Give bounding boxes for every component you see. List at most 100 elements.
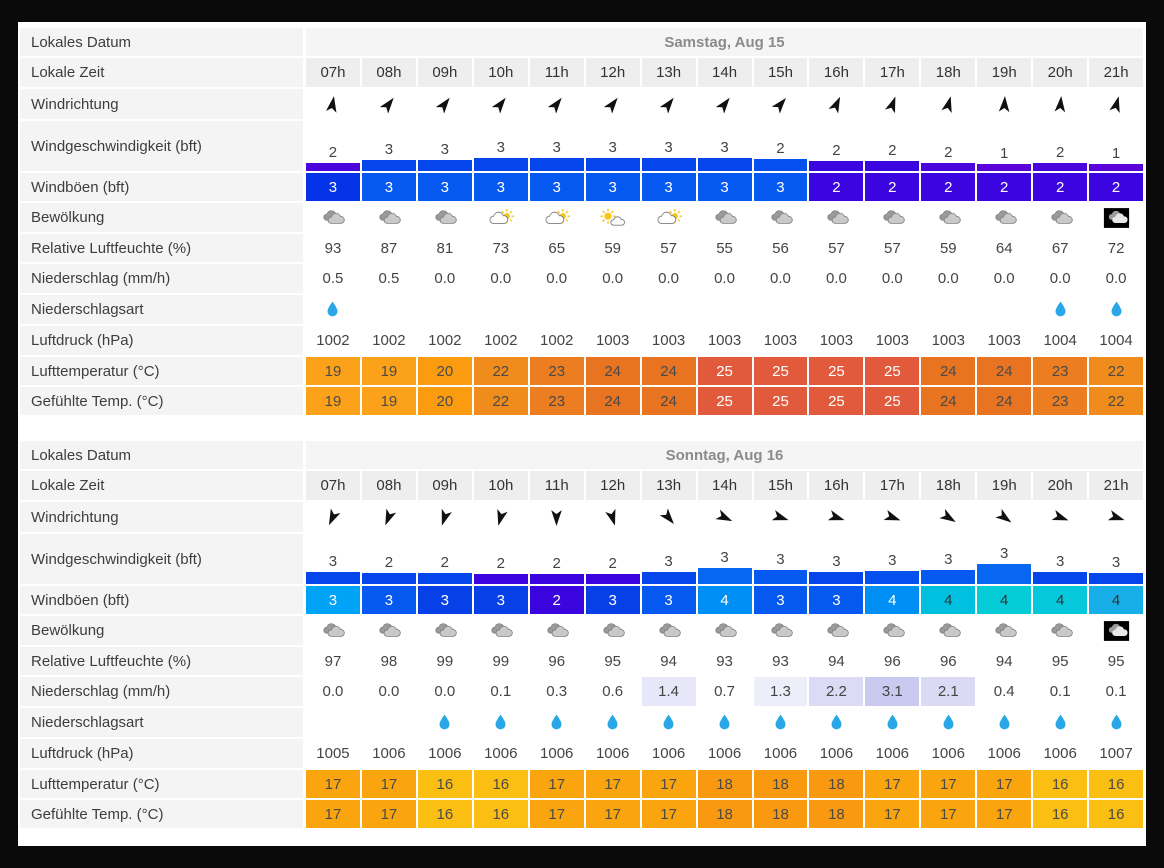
- cloudy-cloud-icon: [711, 621, 738, 641]
- row-local-date-label: Lokales Datum: [20, 441, 303, 469]
- wind-speed-cell: 3: [641, 121, 696, 171]
- wind-speed-value: 3: [888, 552, 897, 569]
- pressure-value: 1006: [484, 745, 518, 762]
- pressure-value: 1006: [931, 745, 965, 762]
- gust-cell: 4: [697, 586, 752, 614]
- cloud-cell: [865, 203, 919, 232]
- night-cloud-icon: [1103, 620, 1130, 641]
- precipitation-value: 2.1: [921, 677, 976, 706]
- row-local-date-label: Lokales Datum: [20, 28, 303, 56]
- precipitation-type-cell: [474, 295, 528, 324]
- gust-cell: 2: [921, 173, 976, 201]
- precipitation-type-cell: [865, 708, 919, 737]
- wind-speed-value: 2: [552, 555, 561, 572]
- temperature-cell: 17: [921, 770, 976, 798]
- temperature-cell: 20: [417, 357, 472, 385]
- wind-speed-bar: [865, 161, 920, 171]
- precipitation-value: 0.0: [881, 270, 903, 287]
- row-local-time-label: Lokale Zeit: [20, 471, 303, 500]
- wind-speed-value: 3: [384, 141, 394, 158]
- gust-cell: 4: [1089, 586, 1144, 614]
- row-local-date-cells: Sonntag, Aug 16: [305, 441, 1144, 469]
- temperature-cell: 25: [809, 357, 864, 385]
- row-precipitation-cells: 0.5 0.5 0.0 0.0 0.0 0.0 0.0 0.0 0.0 0.0 0.0 0.0 0.0 0…: [305, 264, 1144, 293]
- row-precipitation: Niederschlag (mm/h) 0.5 0.5 0.0 0.0 0.0 0.0 0.0…: [20, 264, 1144, 293]
- gust-cell: 2: [809, 173, 864, 201]
- row-pressure-cells: 1002 1002 1002 1002 1002 1003 1003 1003 1003 1003…: [305, 326, 1144, 355]
- row-wind-gusts-label: Windböen (bft): [20, 173, 303, 201]
- temperature-cell: 17: [585, 770, 640, 798]
- humidity-value: 57: [660, 239, 677, 257]
- date-header: Sonntag, Aug 16: [306, 441, 1143, 469]
- humidity-value: 98: [380, 652, 398, 670]
- precipitation-value: 0.7: [714, 683, 735, 700]
- precipitation-type-cell: [586, 708, 640, 737]
- humidity-value: 87: [380, 239, 398, 257]
- cloudy-cloud-icon: [823, 208, 850, 228]
- raindrop-icon: [830, 714, 843, 731]
- cloud-cell: [642, 203, 696, 232]
- wind-speed-bar: [473, 158, 528, 171]
- precipitation-value: 0.5: [378, 270, 400, 287]
- humidity-value: 96: [884, 652, 901, 670]
- precipitation-type-cell: [1033, 708, 1087, 737]
- cloudy-cloud-icon: [823, 621, 850, 641]
- wind-direction-arrow-icon: [550, 509, 563, 526]
- wind-speed-bar: [473, 574, 528, 584]
- row-air-temperature-label: Lufttemperatur (°C): [20, 770, 303, 798]
- humidity-value: 59: [939, 239, 957, 257]
- wind-speed-value: 2: [440, 554, 450, 571]
- cloudy-cloud-icon: [991, 208, 1018, 228]
- gust-cell: 2: [529, 586, 584, 614]
- raindrop-icon: [774, 714, 787, 731]
- row-pressure: Luftdruck (hPa) 1002 1002 1002 1002 1002 1003 1…: [20, 326, 1144, 355]
- wind-direction-cell: [1089, 502, 1143, 532]
- wind-speed-cell: 3: [865, 534, 920, 584]
- cloud-cell: [530, 616, 584, 645]
- humidity-value: 97: [324, 652, 342, 670]
- wind-speed-bar: [921, 163, 976, 171]
- cloud-cell: [586, 203, 640, 232]
- hour-header: 14h: [697, 58, 752, 87]
- wind-direction-arrow-icon: [883, 509, 901, 526]
- wind-speed-value: 3: [1055, 553, 1065, 570]
- forecast-table-day-2: Lokales Datum Sonntag, Aug 16 Lokale Zeit 0…: [20, 441, 1144, 828]
- row-precipitation-type-label: Niederschlagsart: [20, 295, 303, 324]
- cloud-cell: [306, 616, 360, 645]
- wind-speed-value: 3: [720, 549, 729, 566]
- hour-header: 10h: [473, 58, 528, 87]
- pressure-value: 1006: [763, 745, 798, 762]
- raindrop-icon: [1054, 301, 1067, 318]
- pressure-value: 1002: [540, 332, 574, 349]
- temperature-cell: 16: [417, 770, 472, 798]
- hour-header: 18h: [921, 471, 976, 500]
- wind-speed-bar: [809, 572, 864, 584]
- wind-speed-bar: [1089, 164, 1144, 171]
- precipitation-type-cell: [977, 295, 1031, 324]
- raindrop-icon: [326, 301, 339, 318]
- row-humidity-label: Relative Luftfeuchte (%): [20, 647, 303, 675]
- pressure-value: 1003: [875, 332, 910, 349]
- precipitation-value: 0.0: [825, 270, 847, 287]
- row-feels-like-cells: 17 17 16 16 17 17 17 18 18 18 17 17 17 16 16: [305, 800, 1144, 828]
- feels-like-cell: 23: [1033, 387, 1088, 415]
- wind-speed-cell: 2: [529, 534, 584, 584]
- wind-direction-arrow-icon: [715, 509, 733, 526]
- pressure-value: 1006: [707, 745, 742, 762]
- wind-speed-cell: 2: [417, 534, 472, 584]
- gust-cell: 2: [865, 173, 920, 201]
- feels-like-cell: 24: [921, 387, 976, 415]
- wind-direction-arrow-icon: [995, 508, 1012, 526]
- hour-header: 10h: [473, 471, 528, 500]
- cloudy-cloud-icon: [375, 621, 402, 641]
- temperature-cell: 22: [1089, 357, 1144, 385]
- wind-speed-bar: [585, 158, 640, 171]
- humidity-value: 81: [436, 239, 454, 257]
- row-wind-speed: Windgeschwindigkeit (bft) 3 2 2 2 2 2 3 3 3 3 3 3 3 3 3: [20, 534, 1144, 584]
- precipitation-value: 0.0: [770, 270, 791, 287]
- cloud-cell: [418, 616, 472, 645]
- feels-like-cell: 24: [585, 387, 640, 415]
- wind-speed-cell: 3: [809, 534, 864, 584]
- wind-speed-bar: [753, 570, 808, 584]
- cloudy-cloud-icon: [655, 621, 682, 641]
